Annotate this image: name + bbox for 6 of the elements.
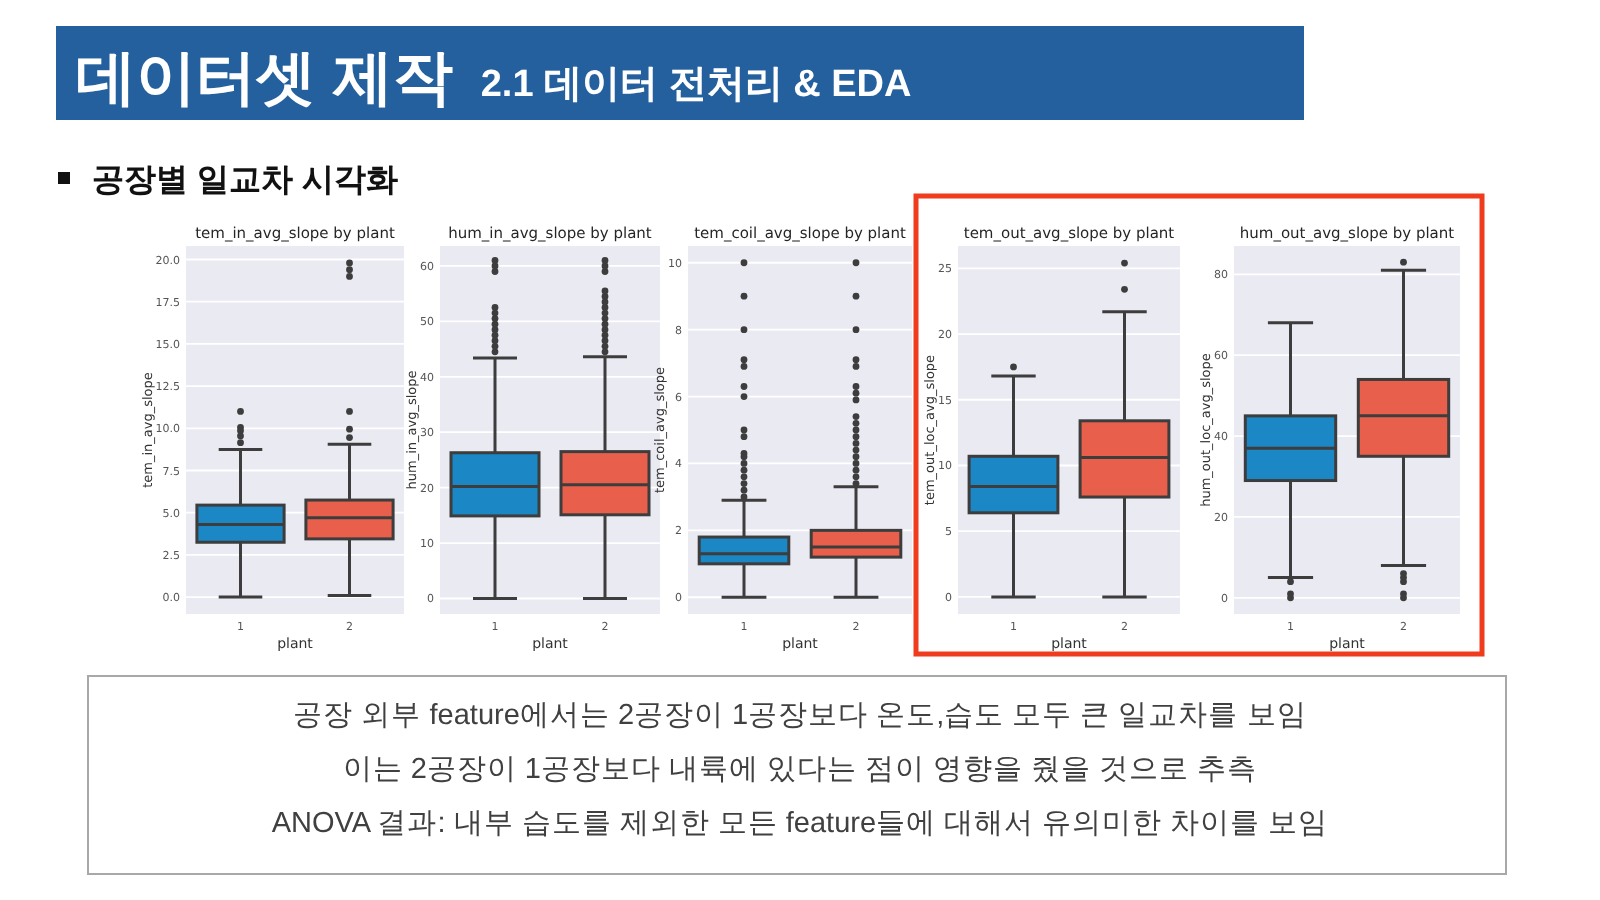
text: 이는 2공장이 1공장보다 내륙에 있다는 점이 영향을 줬을 것으로 추측 [342,754,1258,786]
text: 공장 외부 feature에서는 2공장이 1공장보다 온도,습도 모두 큰 일교차를 보임 [293,700,1307,732]
text: 2.1 데이터 전처리 & EDA [480,64,912,106]
text: 공장별 일교차 시각화 [92,164,398,198]
text: 데이터셋 제작 [76,46,453,112]
text: ANOVA 결과: 내부 습도를 제외한 모든 feature들에 대해서 유의미한 차이를 보임 [271,808,1329,840]
